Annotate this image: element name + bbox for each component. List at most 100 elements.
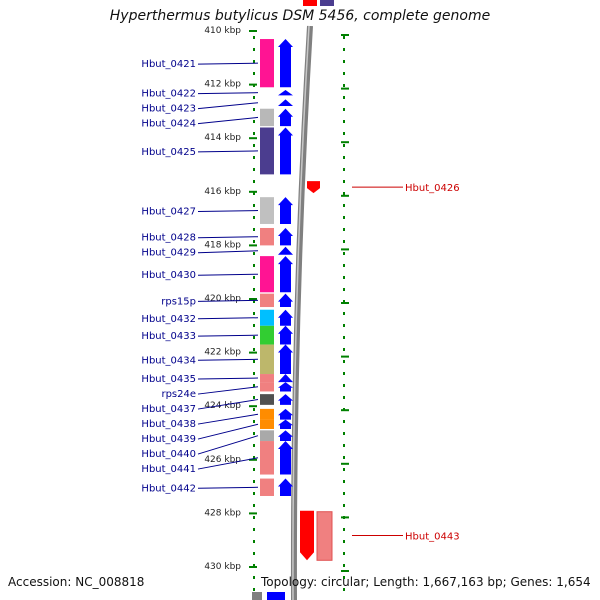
- left-minor-tick: [253, 48, 255, 51]
- left-minor-tick: [253, 180, 255, 183]
- category-box-hbut-0432: [260, 309, 274, 326]
- left-minor-tick: [253, 252, 255, 255]
- leader-line-hbut-0439: [197, 423, 259, 440]
- cds-arrow-rps15p: [278, 293, 293, 308]
- tick-label-420-kbp: 420 kbp: [204, 294, 241, 304]
- major-tick-left: [249, 244, 257, 247]
- gene-label-hbut-0440: Hbut_0440: [141, 449, 196, 460]
- category-box-hbut-0421: [260, 39, 274, 88]
- left-minor-tick: [253, 372, 255, 375]
- left-minor-tick: [253, 204, 255, 207]
- left-minor-tick: [253, 336, 255, 339]
- category-box-rps15p: [260, 293, 274, 308]
- right-minor-tick: [343, 204, 345, 207]
- left-minor-tick: [253, 528, 255, 531]
- left-minor-tick: [253, 168, 255, 171]
- major-tick-right: [341, 570, 349, 572]
- major-tick-left: [249, 190, 257, 193]
- category-box-hbut-0424: [260, 108, 274, 127]
- left-minor-tick: [253, 504, 255, 507]
- left-minor-tick: [253, 96, 255, 99]
- gene-label-hbut-0427: Hbut_0427: [141, 207, 196, 218]
- cds-arrow-hbut-0422: [278, 89, 293, 96]
- gene-label-hbut-0423: Hbut_0423: [141, 104, 196, 115]
- left-minor-tick: [253, 408, 255, 411]
- cds-arrow-hbut-0424: [278, 108, 293, 127]
- leader-line-hbut-0440: [197, 435, 259, 455]
- leader-line-hbut-0427: [197, 210, 259, 213]
- category-box-hbut-0441: [260, 441, 274, 475]
- tick-label-412-kbp: 412 kbp: [204, 80, 241, 90]
- right-minor-tick: [343, 192, 345, 195]
- right-minor-tick: [343, 576, 345, 579]
- tick-label-414-kbp: 414 kbp: [204, 133, 241, 143]
- right-minor-tick: [343, 60, 345, 63]
- left-minor-tick: [253, 108, 255, 111]
- left-minor-tick: [253, 444, 255, 447]
- leader-line-hbut-0421: [197, 62, 259, 65]
- left-minor-tick: [253, 420, 255, 423]
- major-tick-left: [249, 298, 257, 300]
- right-minor-tick: [343, 264, 345, 267]
- leader-line-hbut-0437: [197, 399, 259, 410]
- cds-arrow-hbut-0440: [278, 430, 293, 442]
- leader-line-rps24e: [197, 386, 259, 395]
- left-minor-tick: [253, 384, 255, 387]
- right-minor-tick: [343, 336, 345, 339]
- gene-label-hbut-0421: Hbut_0421: [141, 59, 196, 70]
- right-minor-tick: [343, 36, 345, 39]
- category-box-hbut-0443: [316, 511, 333, 561]
- gene-label-hbut-0435: Hbut_0435: [141, 374, 196, 385]
- right-minor-tick: [343, 432, 345, 435]
- cds-arrow-hbut-0426: [307, 181, 320, 194]
- leader-line-hbut-0433: [197, 334, 259, 337]
- right-minor-tick: [343, 84, 345, 87]
- left-minor-tick: [253, 300, 255, 303]
- left-minor-tick: [253, 120, 255, 123]
- genome-backbone: [290, 25, 313, 600]
- left-minor-tick: [253, 480, 255, 483]
- category-box-hbut-0428: [260, 227, 274, 246]
- right-minor-tick: [343, 492, 345, 495]
- tick-label-bg: [203, 79, 243, 90]
- left-minor-tick: [253, 192, 255, 195]
- tick-label-bg: [203, 401, 243, 412]
- left-minor-tick: [253, 288, 255, 291]
- cds-arrow-hbut-0423: [278, 99, 293, 107]
- right-minor-tick: [343, 540, 345, 543]
- right-minor-tick: [343, 588, 345, 591]
- major-tick-left: [249, 405, 257, 408]
- leader-line-hbut-0425: [197, 150, 259, 153]
- cds-arrow-hbut-0438: [278, 408, 293, 420]
- right-minor-tick: [343, 384, 345, 387]
- tick-label-bg: [203, 133, 243, 144]
- right-minor-tick: [343, 528, 345, 531]
- left-minor-tick: [253, 540, 255, 543]
- gene-label-hbut-0442: Hbut_0442: [141, 483, 196, 494]
- gene-label-hbut-0424: Hbut_0424: [141, 119, 196, 130]
- category-box-hbut-0422: [260, 89, 274, 96]
- left-minor-tick: [253, 396, 255, 399]
- right-minor-tick: [343, 324, 345, 327]
- right-minor-tick: [343, 480, 345, 483]
- gene-label-hbut-0426: Hbut_0426: [405, 183, 460, 194]
- major-tick-right: [341, 87, 349, 90]
- left-minor-tick: [253, 36, 255, 39]
- left-minor-tick: [253, 312, 255, 315]
- right-minor-tick: [343, 216, 345, 219]
- category-box-hbut-0440: [260, 430, 274, 442]
- leader-line-hbut-0438: [197, 413, 259, 425]
- leader-line-hbut-0424: [197, 116, 259, 125]
- left-minor-tick: [253, 552, 255, 555]
- right-minor-tick: [343, 288, 345, 291]
- major-tick-left: [249, 458, 257, 461]
- major-tick-left: [249, 351, 257, 354]
- right-minor-tick: [343, 228, 345, 231]
- leader-line-hbut-0430: [197, 273, 259, 276]
- right-minor-tick: [343, 168, 345, 171]
- tick-label-bg: [203, 508, 243, 519]
- right-minor-tick: [343, 96, 345, 99]
- edge-feature-bottom-forward: [267, 592, 285, 600]
- right-minor-tick: [343, 420, 345, 423]
- tick-label-bg: [203, 240, 243, 251]
